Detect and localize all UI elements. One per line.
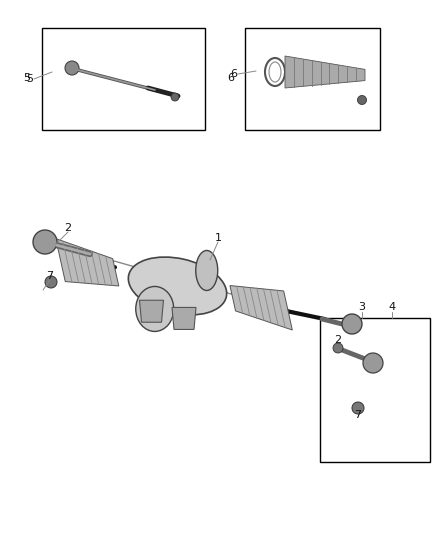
Circle shape (45, 276, 57, 288)
Text: 4: 4 (389, 302, 396, 312)
Text: 2: 2 (335, 335, 342, 345)
Polygon shape (230, 286, 292, 330)
Text: 6: 6 (227, 73, 234, 83)
Bar (320, 318, 430, 462)
Circle shape (65, 61, 79, 75)
Text: 7: 7 (354, 410, 361, 420)
Text: 2: 2 (64, 223, 71, 233)
Circle shape (363, 353, 383, 373)
Circle shape (333, 343, 343, 353)
Circle shape (171, 93, 179, 101)
Bar (42, 28, 205, 130)
Bar (245, 28, 380, 130)
Circle shape (357, 95, 367, 104)
Ellipse shape (128, 257, 227, 315)
Ellipse shape (136, 286, 174, 332)
Text: 5: 5 (23, 73, 30, 83)
Circle shape (33, 230, 57, 254)
Circle shape (352, 402, 364, 414)
Text: 3: 3 (358, 302, 365, 312)
Text: 5: 5 (27, 74, 33, 84)
Text: 1: 1 (215, 233, 222, 243)
Polygon shape (172, 308, 196, 329)
Circle shape (342, 314, 362, 334)
Text: 7: 7 (46, 271, 53, 281)
Polygon shape (139, 300, 163, 322)
Polygon shape (56, 239, 119, 286)
Polygon shape (285, 56, 365, 88)
Text: 6: 6 (230, 69, 237, 79)
Ellipse shape (196, 251, 218, 290)
